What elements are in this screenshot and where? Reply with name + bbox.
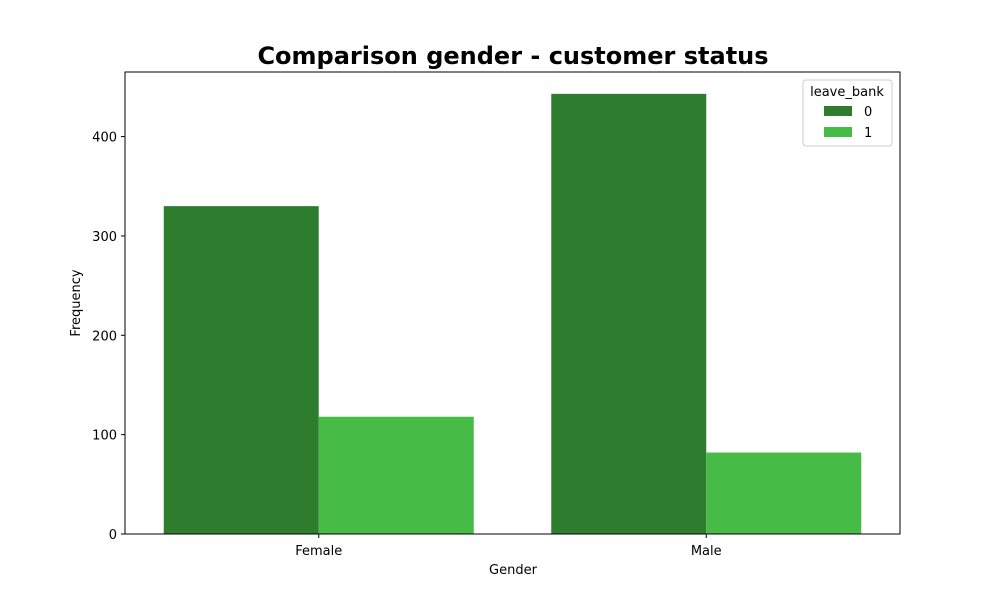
legend-swatch <box>824 127 852 137</box>
x-axis-label: Gender <box>489 563 538 578</box>
bar-female-series-1 <box>318 416 474 534</box>
x-axis: Female Male <box>295 534 722 559</box>
plot-frame <box>124 71 901 535</box>
legend: leave_bank 0 1 <box>802 79 893 147</box>
y-tick-label: 100 <box>92 429 117 444</box>
x-tick-label: Female <box>295 544 342 559</box>
y-axis: 0 100 200 300 400 <box>92 131 125 543</box>
y-axis-label: Frequency <box>69 269 84 336</box>
y-tick-label: 0 <box>109 528 117 543</box>
legend-label: 1 <box>864 126 872 141</box>
legend-swatch <box>824 106 852 116</box>
y-tick-label: 200 <box>92 329 117 344</box>
x-tick-label: Male <box>691 544 722 559</box>
y-tick-label: 400 <box>92 131 117 146</box>
bar-female-series-0 <box>163 206 319 534</box>
y-tick-label: 300 <box>92 230 117 245</box>
chart-title: Comparison gender - customer status <box>257 42 768 70</box>
bar-male-series-1 <box>706 452 862 534</box>
bar-male-series-0 <box>551 93 707 534</box>
legend-title: leave_bank <box>810 85 884 100</box>
legend-label: 0 <box>864 105 872 120</box>
bars-layer <box>163 93 862 534</box>
